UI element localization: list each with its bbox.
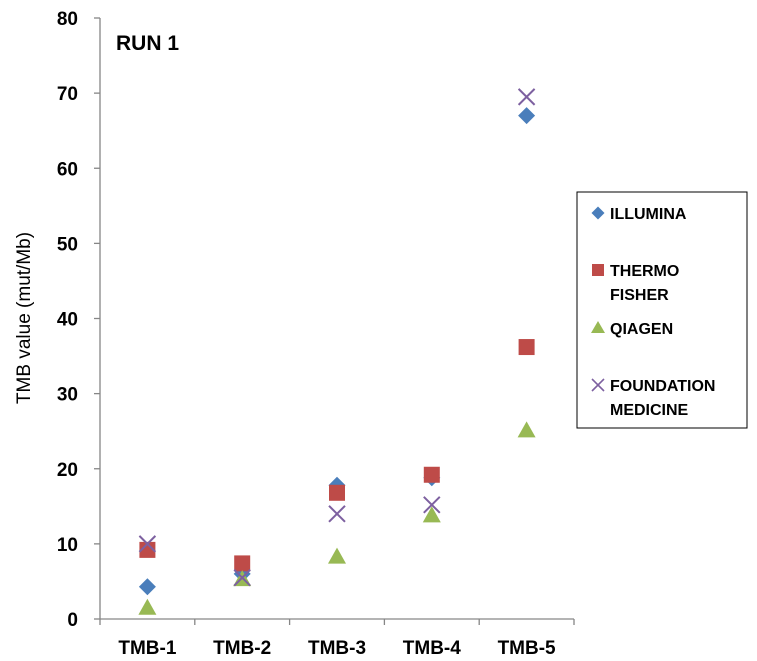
legend-label: ILLUMINA: [610, 206, 687, 223]
legend-item: THERMO FISHER: [592, 263, 679, 304]
axes: [99, 18, 574, 620]
legend-label: MEDICINE: [610, 402, 689, 419]
legend-box: [576, 191, 748, 429]
x-tick-label: TMB-3: [308, 638, 366, 659]
series-x: [138, 88, 536, 587]
y-tick-label: 20: [57, 460, 78, 481]
legend-item: QIAGEN: [591, 321, 673, 338]
data-point: [517, 421, 536, 438]
y-tick-label: 10: [57, 535, 78, 556]
x-tick-label: TMB-5: [498, 638, 556, 659]
data-point: [138, 578, 156, 596]
data-point: [422, 506, 441, 523]
legend-item: FOUNDATION MEDICINE: [591, 378, 715, 419]
legend-label: FISHER: [610, 287, 669, 304]
legend-marker: [591, 206, 605, 220]
y-ticks: 0 10 20 30 40 50 60 70 80: [57, 9, 100, 631]
legend-marker: [592, 264, 604, 276]
legend-label: THERMO: [610, 263, 679, 280]
data-point: [138, 598, 157, 615]
x-tick-label: TMB-2: [213, 638, 271, 659]
legend: ILLUMINA THERMO FISHER QIAGEN FOUNDATION MEDI…: [576, 191, 748, 429]
chart-title: RUN 1: [116, 32, 179, 55]
legend-label: QIAGEN: [610, 321, 673, 338]
data-point: [138, 535, 157, 553]
y-tick-label: 80: [57, 9, 78, 30]
x-tick-label: TMB-1: [118, 638, 176, 659]
data-point: [518, 107, 536, 125]
x-tick-label: TMB-4: [403, 638, 461, 659]
data-point: [328, 505, 346, 523]
series-square: [139, 339, 535, 572]
data-point: [423, 466, 440, 483]
series-triangle: [138, 421, 536, 615]
data-marks: [138, 88, 536, 615]
data-point: [328, 547, 346, 564]
legend-marker: [591, 378, 605, 392]
data-point: [139, 541, 156, 558]
y-tick-label: 30: [57, 385, 78, 406]
y-tick-label: 70: [57, 84, 78, 105]
series-diamond: [138, 107, 536, 596]
y-tick-label: 0: [67, 610, 78, 631]
data-point: [329, 484, 345, 501]
y-tick-label: 50: [57, 234, 78, 255]
legend-label: FOUNDATION: [610, 378, 715, 395]
legend-item: ILLUMINA: [591, 206, 687, 223]
x-ticks: TMB-1 TMB-2 TMB-3 TMB-4 TMB-5: [99, 619, 575, 659]
data-point: [234, 555, 251, 572]
data-point: [423, 496, 441, 514]
y-tick-label: 60: [57, 159, 78, 180]
data-point: [517, 88, 536, 106]
legend-marker: [591, 321, 605, 333]
data-point: [518, 339, 535, 356]
data-point: [233, 568, 251, 587]
y-tick-label: 40: [57, 310, 78, 331]
y-axis-label: TMB value (mut/Mb): [14, 232, 35, 404]
